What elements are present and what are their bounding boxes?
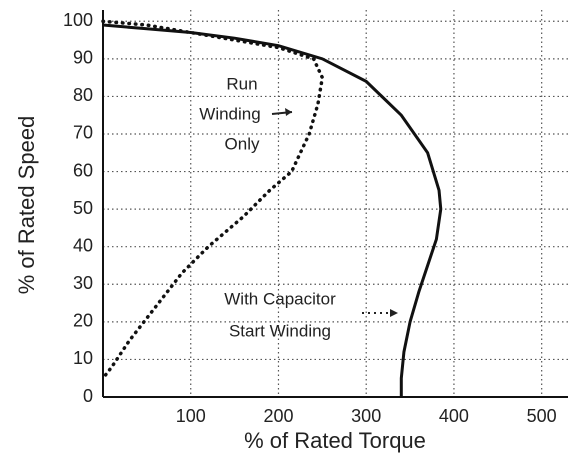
arrow-head bbox=[285, 108, 292, 116]
series-line bbox=[101, 19, 325, 380]
y-tick-label: 100 bbox=[63, 10, 93, 30]
x-tick-label: 200 bbox=[263, 406, 293, 426]
series-line bbox=[102, 23, 443, 397]
arrow-head bbox=[390, 309, 398, 317]
annotation: Run bbox=[226, 74, 257, 93]
y-tick-label: 40 bbox=[73, 235, 93, 255]
y-tick-label: 80 bbox=[73, 85, 93, 105]
x-tick-label: 400 bbox=[439, 406, 469, 426]
annotation: Winding bbox=[199, 104, 260, 123]
y-tick-label: 0 bbox=[83, 386, 93, 406]
y-tick-label: 60 bbox=[73, 160, 93, 180]
y-tick-label: 30 bbox=[73, 273, 93, 293]
annotation: Start Winding bbox=[229, 321, 331, 340]
annotation: Only bbox=[225, 134, 260, 153]
y-tick-label: 50 bbox=[73, 198, 93, 218]
y-axis-label: % of Rated Speed bbox=[14, 116, 39, 295]
x-tick-label: 100 bbox=[176, 406, 206, 426]
y-tick-label: 20 bbox=[73, 311, 93, 331]
y-tick-label: 90 bbox=[73, 48, 93, 68]
annotation: With Capacitor bbox=[224, 289, 336, 308]
y-tick-label: 10 bbox=[73, 348, 93, 368]
x-axis-label: % of Rated Torque bbox=[244, 428, 426, 453]
x-tick-label: 500 bbox=[527, 406, 557, 426]
y-tick-label: 70 bbox=[73, 123, 93, 143]
x-tick-label: 300 bbox=[351, 406, 381, 426]
